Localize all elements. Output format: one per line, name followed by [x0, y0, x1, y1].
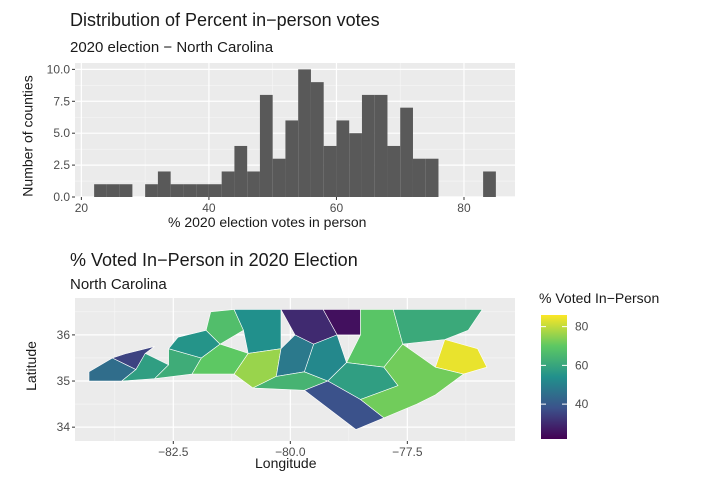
- histogram-bar: [119, 184, 133, 197]
- map-x-ticks: −82.5 −80.0 −77.5: [158, 441, 423, 459]
- county-region: [191, 343, 249, 375]
- county-region: [392, 309, 483, 345]
- histogram-bar: [361, 94, 375, 197]
- histogram-bar: [94, 184, 107, 197]
- histogram-bar: [483, 171, 496, 197]
- map-y-axis-title: Latitude: [22, 341, 39, 391]
- histogram-bar: [234, 145, 248, 197]
- y-tick-label: 35: [57, 374, 71, 388]
- county-region: [233, 309, 282, 354]
- legend-tick-label: 40: [575, 397, 589, 411]
- county-region: [435, 339, 488, 375]
- histogram-bar: [208, 184, 222, 197]
- histogram-y-axis-title: Number of counties: [19, 75, 36, 197]
- nc-map: [88, 309, 488, 430]
- histogram-bar: [272, 158, 286, 197]
- x-tick-label: 60: [330, 201, 344, 215]
- x-tick-label: −80.0: [275, 445, 306, 459]
- y-tick-label: 2.5: [53, 158, 70, 172]
- histogram-bar: [247, 171, 260, 197]
- legend-colorbar: [541, 315, 567, 439]
- map-title: % Voted In−Person in 2020 Election: [70, 250, 358, 270]
- histogram-bar: [285, 120, 299, 197]
- legend-tick-label: 60: [575, 358, 589, 372]
- legend-title: % Voted In−Person: [539, 290, 660, 306]
- histogram-bar: [323, 145, 337, 197]
- legend-tick-label: 80: [575, 320, 589, 334]
- y-tick-label: 5.0: [53, 126, 70, 140]
- county-region: [120, 353, 170, 382]
- y-tick-label: 0.0: [53, 190, 70, 204]
- histogram-bar: [196, 184, 209, 197]
- county-region: [111, 346, 155, 370]
- map-subtitle: North Carolina: [70, 276, 167, 293]
- y-tick-label: 36: [57, 328, 71, 342]
- histogram-bar: [259, 94, 273, 197]
- histogram-x-ticks: 20 40 60 80: [75, 197, 471, 215]
- y-tick-label: 34: [57, 420, 71, 434]
- x-tick-label: −77.5: [392, 445, 423, 459]
- histogram-bar: [400, 107, 413, 197]
- x-tick-label: −82.5: [158, 445, 189, 459]
- histogram-bar: [221, 171, 235, 197]
- histogram-bar: [183, 184, 197, 197]
- histogram-y-ticks: 0.0 2.5 5.0 7.5 10.0: [47, 62, 75, 204]
- legend-ticks: 80 60 40: [541, 320, 589, 411]
- histogram-bar: [310, 82, 324, 197]
- histogram-bar: [387, 145, 401, 197]
- x-tick-label: 40: [202, 201, 216, 215]
- histogram-bar: [106, 184, 120, 197]
- histogram-x-axis-title: % 2020 election votes in person: [168, 214, 367, 230]
- histogram-subtitle: 2020 election − North Carolina: [70, 39, 274, 56]
- histogram-bar: [145, 184, 158, 197]
- histogram-bar: [157, 171, 171, 197]
- histogram-bar: [170, 184, 184, 197]
- histogram-title: Distribution of Percent in−person votes: [70, 10, 380, 30]
- x-tick-label: 20: [75, 201, 89, 215]
- histogram-bar: [374, 94, 388, 197]
- histogram-bar: [349, 133, 362, 197]
- county-region: [359, 343, 465, 419]
- y-tick-label: 7.5: [53, 94, 70, 108]
- histogram-bars: [94, 69, 496, 197]
- histogram-bar: [336, 120, 350, 197]
- histogram-bar: [298, 69, 311, 197]
- histogram-bar: [425, 158, 439, 197]
- map-y-ticks: 34 35 36: [57, 328, 75, 434]
- y-tick-label: 10.0: [47, 62, 71, 76]
- map-x-axis-title: Longitude: [255, 455, 317, 471]
- histogram-bar: [412, 158, 426, 197]
- x-tick-label: 80: [457, 201, 471, 215]
